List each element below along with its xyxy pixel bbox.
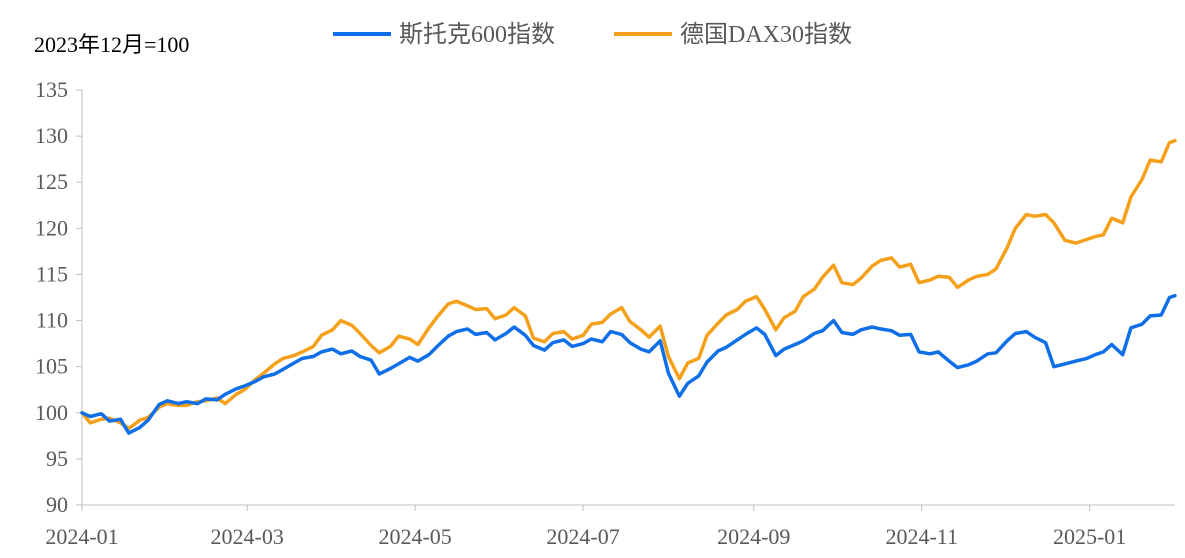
y-tick-label: 130	[35, 123, 68, 148]
unit-label: 2023年12月=100	[34, 32, 189, 57]
y-axis: 90 95 100 105 110 115 120 125 130 135	[35, 77, 83, 517]
x-tick-label: 2025-01	[1053, 524, 1126, 549]
y-tick-label: 110	[36, 308, 68, 333]
x-tick-label: 2024-09	[717, 524, 790, 549]
legend-label-1: 德国DAX30指数	[680, 21, 852, 48]
legend: 斯托克600指数 德国DAX30指数	[333, 21, 852, 48]
y-tick-label: 115	[36, 261, 68, 286]
y-tick-label: 120	[35, 215, 68, 240]
series-lines	[80, 138, 1177, 435]
y-tick-label: 135	[35, 77, 68, 102]
x-axis: 2024-01 2024-03 2024-05 2024-07 2024-09 2024-…	[45, 504, 1175, 549]
y-tick-label: 90	[46, 492, 68, 517]
series-line-stoxx600	[80, 293, 1177, 435]
y-tick-label: 100	[35, 400, 68, 425]
y-tick-label: 95	[46, 446, 68, 471]
x-tick-label: 2024-11	[885, 524, 958, 549]
x-tick-label: 2024-03	[211, 524, 284, 549]
x-tick-label: 2024-01	[45, 524, 118, 549]
x-tick-label: 2024-07	[546, 524, 619, 549]
legend-label-0: 斯托克600指数	[399, 21, 555, 48]
x-tick-label: 2024-05	[378, 524, 451, 549]
series-line-dax30	[80, 138, 1177, 431]
y-tick-label: 125	[35, 169, 68, 194]
y-tick-label: 105	[35, 354, 68, 379]
